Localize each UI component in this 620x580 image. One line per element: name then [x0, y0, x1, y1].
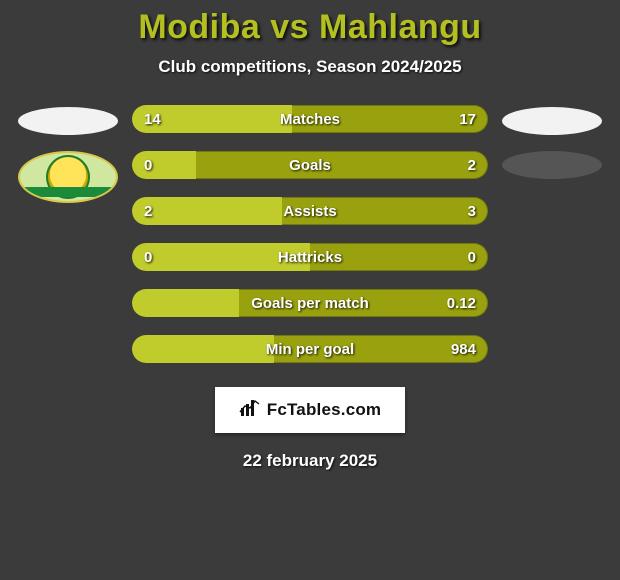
stat-fill-left — [132, 243, 310, 271]
stat-value-right: 3 — [468, 197, 476, 225]
date-caption: 22 february 2025 — [0, 451, 620, 471]
infographic-root: Modiba vs Mahlangu Club competitions, Se… — [0, 0, 620, 471]
comparison-layout: 14Matches17 0Goals2 2Assists3 0Hattricks0 Go… — [0, 105, 620, 363]
brand-text: FcTables.com — [267, 400, 382, 420]
stat-row: Min per goal984 — [132, 335, 488, 363]
subtitle: Club competitions, Season 2024/2025 — [0, 57, 620, 77]
stat-fill-left — [132, 335, 274, 363]
right-player-avatar — [502, 107, 602, 135]
right-club-logo — [502, 151, 602, 179]
stat-row: 14Matches17 — [132, 105, 488, 133]
stat-fill-left — [132, 105, 292, 133]
stat-fill-left — [132, 289, 239, 317]
stat-row: 0Goals2 — [132, 151, 488, 179]
left-player-avatar — [18, 107, 118, 135]
right-player-column — [492, 105, 612, 363]
stat-fill-left — [132, 151, 196, 179]
stat-value-right: 0.12 — [447, 289, 476, 317]
brand-box: FcTables.com — [215, 387, 405, 433]
stat-row: Goals per match0.12 — [132, 289, 488, 317]
chart-icon — [239, 398, 261, 423]
stat-row: 0Hattricks0 — [132, 243, 488, 271]
page-title: Modiba vs Mahlangu — [0, 8, 620, 47]
stat-row: 2Assists3 — [132, 197, 488, 225]
stat-fill-left — [132, 197, 282, 225]
stat-bars: 14Matches17 0Goals2 2Assists3 0Hattricks0 Go… — [128, 105, 492, 363]
stat-value-right: 2 — [468, 151, 476, 179]
stat-value-right: 984 — [451, 335, 476, 363]
stat-value-right: 0 — [468, 243, 476, 271]
left-club-logo — [18, 151, 118, 203]
stat-value-right: 17 — [459, 105, 476, 133]
left-player-column — [8, 105, 128, 363]
